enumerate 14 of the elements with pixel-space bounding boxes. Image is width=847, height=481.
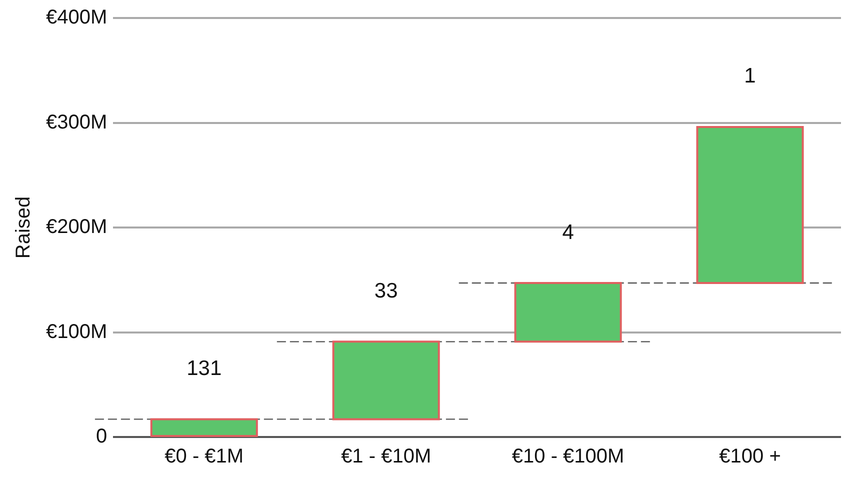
annotation: 131	[186, 356, 222, 380]
y-tick-label: 0	[96, 426, 108, 448]
x-tick-label: €0 - €1M	[164, 446, 244, 468]
x-tick-label: €100 +	[719, 446, 781, 468]
y-axis-title: Raised	[12, 196, 35, 259]
x-tick-label: €10 - €100M	[512, 446, 624, 468]
y-tick-label: €100M	[46, 320, 108, 343]
y-tick-label: €300M	[46, 111, 108, 134]
y-tick-label: €400M	[46, 6, 108, 29]
annotation: 4	[562, 220, 574, 244]
annotation: 1	[744, 64, 756, 88]
x-tick-label: €1 - €10M	[341, 446, 432, 468]
annotation: 33	[374, 279, 398, 302]
y-tick-label: €200M	[46, 216, 108, 238]
